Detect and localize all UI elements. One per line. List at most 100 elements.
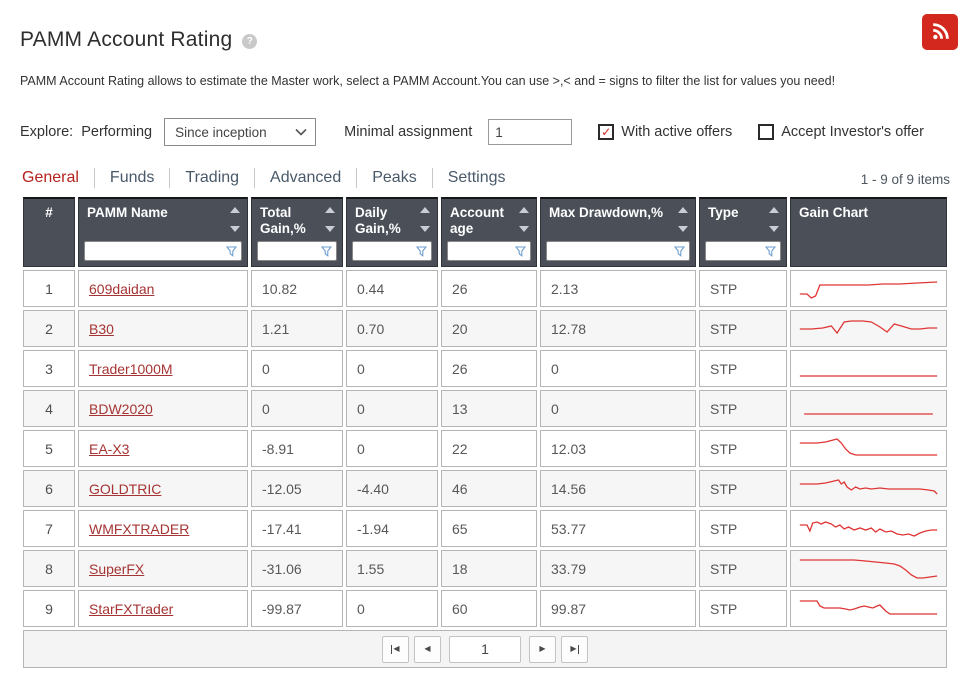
column-header-type[interactable]: Type (699, 197, 787, 267)
sort-asc-icon[interactable] (678, 207, 688, 213)
type-cell: STP (699, 310, 787, 347)
pamm-name-link[interactable]: WMFXTRADER (89, 520, 190, 537)
sort-asc-icon[interactable] (769, 207, 779, 213)
prev-page-button[interactable]: ◀ (414, 635, 441, 663)
pamm-name-link[interactable]: StarFXTrader (89, 600, 174, 617)
filter-funnel-icon[interactable] (321, 245, 332, 257)
rating-table: # PAMM Name Total Gain,% Daily Gain,% Accoun… (20, 194, 950, 671)
sort-asc-icon[interactable] (325, 207, 335, 213)
rank-cell: 3 (23, 350, 75, 387)
sort-desc-icon[interactable] (769, 226, 779, 232)
sort-asc-icon[interactable] (420, 207, 430, 213)
pamm-name-link[interactable]: SuperFX (89, 560, 145, 577)
tab-settings[interactable]: Settings (431, 168, 521, 188)
total-gain-cell: 0 (251, 350, 343, 387)
table-row: 9 StarFXTrader -99.87 0 60 99.87 STP (23, 590, 947, 627)
checkbox-check-icon: ✓ (758, 124, 775, 140)
daily-gain-cell: 0 (346, 590, 438, 627)
daily-gain-cell: 1.55 (346, 550, 438, 587)
pamm-name-cell: BDW2020 (78, 390, 248, 427)
filter-box-daily_gain (352, 241, 432, 261)
filter-box-max_drawdown (546, 241, 690, 261)
max-drawdown-cell: 14.56 (540, 470, 696, 507)
with-active-offers-checkbox[interactable]: ✓ With active offers (598, 124, 732, 140)
filter-input-total_gain[interactable] (258, 243, 321, 259)
accept-investors-offer-checkbox[interactable]: ✓ Accept Investor's offer (758, 124, 924, 140)
max-drawdown-cell: 12.78 (540, 310, 696, 347)
gain-chart-cell (790, 350, 947, 387)
tab-general[interactable]: General (22, 169, 79, 186)
sort-desc-icon[interactable] (325, 226, 335, 232)
daily-gain-cell: 0 (346, 350, 438, 387)
pamm-name-link[interactable]: GOLDTRIC (89, 480, 162, 497)
next-page-button[interactable]: ▶ (529, 635, 556, 663)
filter-input-type[interactable] (706, 243, 765, 259)
daily-gain-cell: 0 (346, 390, 438, 427)
page-header: PAMM Account Rating ? (20, 28, 950, 52)
period-select[interactable]: Since inception (164, 118, 317, 146)
sort-desc-icon[interactable] (420, 226, 430, 232)
column-label: Daily Gain,% (355, 205, 401, 236)
gain-chart-cell (790, 590, 947, 627)
tab-funds[interactable]: Funds (93, 168, 169, 188)
column-header-max_drawdown[interactable]: Max Drawdown,% (540, 197, 696, 267)
pamm-name-link[interactable]: B30 (89, 320, 114, 337)
gain-sparkline (797, 275, 940, 303)
rss-icon[interactable] (922, 14, 958, 50)
column-header-daily_gain[interactable]: Daily Gain,% (346, 197, 438, 267)
pamm-name-link[interactable]: BDW2020 (89, 400, 153, 417)
pamm-name-cell: WMFXTRADER (78, 510, 248, 547)
tab-trading[interactable]: Trading (169, 168, 254, 188)
filter-input-daily_gain[interactable] (353, 243, 416, 259)
filter-funnel-icon[interactable] (226, 245, 237, 257)
filter-funnel-icon[interactable] (515, 245, 526, 257)
filter-input-account_age[interactable] (448, 243, 515, 259)
sort-desc-icon[interactable] (519, 226, 529, 232)
account-age-cell: 26 (441, 350, 537, 387)
max-drawdown-cell: 99.87 (540, 590, 696, 627)
filter-input-name[interactable] (85, 243, 226, 259)
table-row: 4 BDW2020 0 0 13 0 STP (23, 390, 947, 427)
sort-asc-icon[interactable] (519, 207, 529, 213)
daily-gain-cell: 0.44 (346, 270, 438, 307)
account-age-cell: 26 (441, 270, 537, 307)
sort-desc-icon[interactable] (678, 226, 688, 232)
pamm-name-link[interactable]: 609daidan (89, 280, 155, 297)
tab-advanced[interactable]: Advanced (254, 168, 356, 188)
total-gain-cell: -31.06 (251, 550, 343, 587)
gain-chart-cell (790, 390, 947, 427)
pamm-name-cell: StarFXTrader (78, 590, 248, 627)
filter-funnel-icon[interactable] (674, 245, 685, 257)
rank-cell: 9 (23, 590, 75, 627)
page-number-input[interactable] (449, 635, 521, 663)
rank-cell: 7 (23, 510, 75, 547)
with-active-offers-label: With active offers (621, 124, 733, 140)
pamm-name-link[interactable]: EA-X3 (89, 440, 130, 457)
total-gain-cell: 1.21 (251, 310, 343, 347)
column-header-account_age[interactable]: Account age (441, 197, 537, 267)
filter-input-max_drawdown[interactable] (547, 243, 674, 259)
total-gain-cell: 0 (251, 390, 343, 427)
minimal-assignment-input[interactable] (488, 119, 573, 145)
pamm-name-link[interactable]: Trader1000M (89, 360, 173, 377)
filter-box-total_gain (257, 241, 337, 261)
gain-chart-cell (790, 470, 947, 507)
total-gain-cell: -8.91 (251, 430, 343, 467)
filter-funnel-icon[interactable] (416, 245, 427, 257)
help-icon[interactable]: ? (242, 34, 258, 49)
column-label: Account age (450, 205, 504, 236)
tab-peaks[interactable]: Peaks (356, 168, 431, 188)
column-label: Max Drawdown,% (549, 205, 664, 220)
sort-desc-icon[interactable] (230, 226, 240, 232)
filter-bar: Explore: Performing Since inception Mini… (20, 118, 950, 146)
rank-cell: 6 (23, 470, 75, 507)
sort-asc-icon[interactable] (230, 207, 240, 213)
table-row: 6 GOLDTRIC -12.05 -4.40 46 14.56 STP (23, 470, 947, 507)
column-header-name[interactable]: PAMM Name (78, 197, 248, 267)
first-page-button[interactable]: ◀ (382, 635, 409, 663)
gain-sparkline (797, 475, 940, 503)
pamm-name-cell: 609daidan (78, 270, 248, 307)
last-page-button[interactable]: ▶ (561, 635, 588, 663)
filter-funnel-icon[interactable] (765, 245, 776, 257)
column-header-total_gain[interactable]: Total Gain,% (251, 197, 343, 267)
